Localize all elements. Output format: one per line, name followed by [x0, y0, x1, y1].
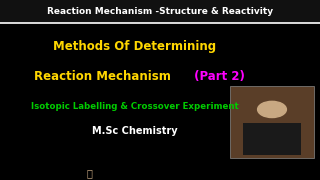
FancyBboxPatch shape — [230, 86, 314, 158]
Text: Isotopic Labelling & Crossover Experiment: Isotopic Labelling & Crossover Experimen… — [30, 102, 238, 111]
Text: Reaction Mechanism -Structure & Reactivity: Reaction Mechanism -Structure & Reactivi… — [47, 7, 273, 16]
Circle shape — [258, 101, 286, 118]
FancyBboxPatch shape — [0, 0, 320, 23]
Text: Methods Of Determining: Methods Of Determining — [53, 40, 216, 53]
Text: ✋: ✋ — [87, 168, 92, 178]
FancyBboxPatch shape — [243, 123, 301, 155]
Text: Reaction Mechanism: Reaction Mechanism — [34, 70, 171, 83]
Text: M.Sc Chemistry: M.Sc Chemistry — [92, 126, 177, 136]
Text: (Part 2): (Part 2) — [190, 70, 245, 83]
